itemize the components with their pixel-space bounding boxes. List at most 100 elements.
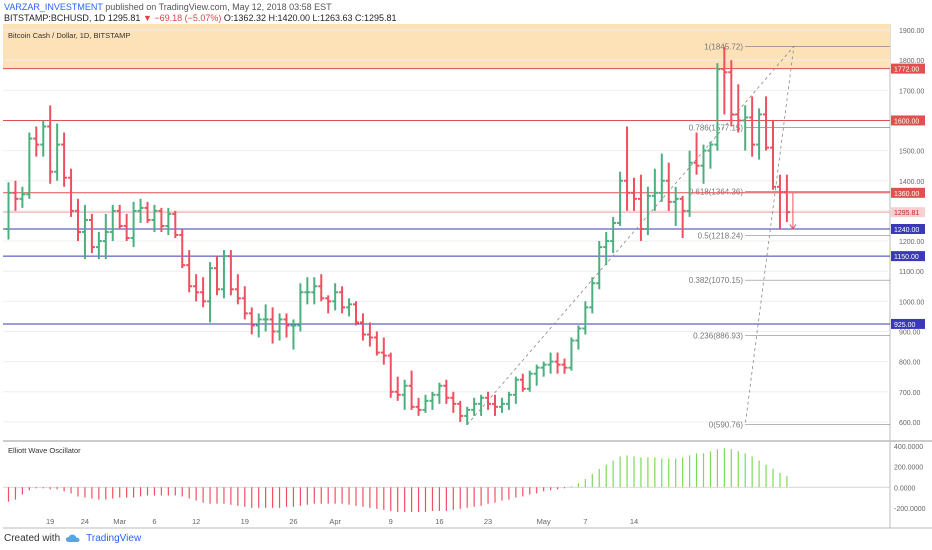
x-tick-label: 7 (583, 517, 587, 526)
ohlc-bar (728, 60, 735, 127)
ohlc-bar (561, 358, 568, 374)
x-tick-label: 19 (241, 517, 249, 526)
chart-title: Bitcoin Cash / Dollar, 1D, BITSTAMP (8, 31, 130, 40)
level-price-tag (891, 63, 925, 74)
ohlc-bar (700, 144, 707, 184)
ohlc-bar (665, 162, 672, 211)
ohlc-bar (102, 213, 109, 260)
ohlc-bar (478, 394, 485, 416)
ohlc-bar (443, 379, 450, 404)
level-price-tag (891, 251, 925, 262)
ohlc-bar (394, 376, 401, 401)
ohlc-bar (5, 182, 12, 240)
ohlc-bar (624, 126, 631, 211)
y-tick-label: 900.00 (899, 329, 921, 336)
fib-level-label: 0.236(886.93) (693, 331, 743, 340)
oscillator-title: Elliott Wave Oscillator (8, 446, 81, 455)
ohlc-bar (248, 307, 255, 335)
x-tick-label: 9 (389, 517, 393, 526)
ohlc-bar (373, 331, 380, 356)
ohlc-bar (533, 364, 540, 386)
ohlc-bar (40, 120, 47, 157)
ohlc-bar (707, 141, 714, 169)
ohlc-bar (353, 301, 359, 326)
y-tick-label: 600.00 (899, 420, 921, 427)
footer: Created with TradingView (4, 533, 141, 544)
ohlc-bar (401, 379, 408, 410)
ohlc-bar (526, 370, 533, 392)
fib-level-label: 0(590.76) (709, 421, 744, 430)
ohlc-bar (505, 391, 512, 410)
fib-level-label: 0.5(1218.24) (698, 232, 744, 241)
ohlc-bar (346, 298, 353, 317)
ohlc-bar (540, 361, 547, 377)
ohlc-bar (776, 174, 783, 229)
ohlc-bar (116, 204, 123, 229)
ohlc-bar (658, 153, 665, 202)
cloud-icon (66, 534, 80, 542)
ohlc-bar (756, 108, 763, 160)
ohlc-bar (276, 313, 283, 341)
ohlc-bar (749, 96, 756, 157)
level-price-label: 925.00 (894, 322, 916, 329)
level-price-tag (891, 318, 925, 329)
y-tick-label: 1400.00 (899, 179, 924, 186)
ohlc-bar (262, 304, 269, 332)
ohlc-bar (436, 382, 443, 404)
ohlc-bar (151, 204, 158, 232)
level-price-label: 1772.00 (894, 67, 919, 74)
published-text: published on TradingView.com, May 12, 20… (105, 2, 332, 12)
ohlc-bar (366, 322, 373, 347)
ohlc-bar (575, 325, 582, 350)
level-price-label: 1360.00 (894, 191, 919, 198)
ohlc-bar (721, 46, 728, 115)
ohlc-bar (714, 63, 721, 151)
ohlc-bar (380, 337, 387, 365)
ohlc-bar (297, 283, 304, 332)
level-price-label: 1240.00 (894, 227, 919, 234)
x-tick-label: 12 (192, 517, 200, 526)
ohlc-bar (283, 313, 290, 338)
ohlc-bar (54, 123, 61, 181)
ohlc-bar (763, 96, 770, 151)
tradingview-brand[interactable]: TradingView (86, 533, 142, 544)
ohlc-bar (304, 277, 311, 305)
osc-tick-label: 0.0000 (894, 485, 916, 492)
ohlc-bar (200, 277, 207, 308)
ohlc-bar (144, 201, 151, 223)
fib-level-label: 0.786(1577.15) (689, 123, 744, 132)
fib-level-label: 0.382(1070.15) (689, 276, 744, 285)
change-text: ▼ −69.18 (−5.07%) (142, 13, 222, 23)
ohlc-bar (193, 274, 200, 302)
ohlc-bar (429, 391, 436, 410)
osc-tick-label: -200.0000 (894, 506, 926, 513)
ohlc-bar (290, 319, 297, 350)
ohlc-bar (492, 394, 498, 416)
down-arrow-icon (789, 192, 797, 230)
y-tick-label: 1200.00 (899, 239, 924, 246)
x-tick-label: Apr (329, 517, 341, 526)
ohlc-bar (158, 207, 165, 232)
ohlc-bar (88, 213, 95, 254)
ohlc-bar (19, 186, 26, 208)
x-tick-label: Mar (113, 517, 126, 526)
ohlc-bar (693, 132, 700, 175)
last-price-text: 1295.81 (107, 13, 141, 23)
ohlc-bar (686, 150, 693, 217)
ohlc-bar (47, 105, 54, 184)
ohlc-bar (783, 174, 790, 223)
ohlc-bar (179, 228, 186, 269)
ohlc-bar (498, 397, 505, 413)
level-price-label: 1150.00 (894, 254, 919, 261)
publish-info: VARZAR_INVESTMENT published on TradingVi… (4, 2, 332, 12)
author-link[interactable]: VARZAR_INVESTMENT (4, 2, 103, 12)
x-tick-label: 16 (435, 517, 443, 526)
ohlc-bar (61, 132, 68, 187)
x-tick-label: 23 (484, 517, 492, 526)
level-price-tag (891, 187, 925, 198)
ohlc-bar (596, 241, 603, 290)
ohlc-bar (415, 397, 422, 416)
ohlc-bar (651, 168, 658, 211)
ohlc-bar (471, 397, 478, 416)
